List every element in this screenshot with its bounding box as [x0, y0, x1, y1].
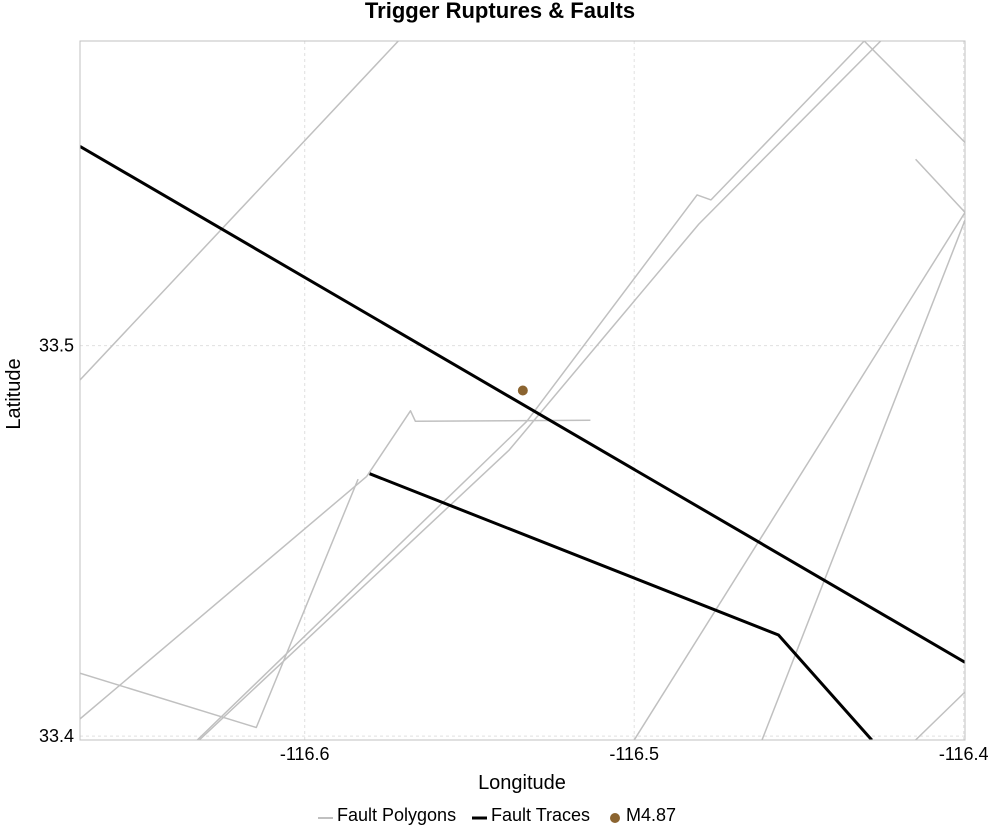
legend-swatch-event — [610, 813, 620, 823]
x-ticks: -116.6 -116.5 -116.4 — [280, 744, 989, 764]
fault-trace-line — [369, 472, 873, 740]
legend-label-fault-polygons: Fault Polygons — [337, 805, 456, 825]
fault-polygon-line — [863, 41, 965, 144]
legend-label-fault-traces: Fault Traces — [491, 805, 590, 825]
fault-polygon-line — [366, 410, 591, 477]
x-tick-label: -116.5 — [609, 744, 659, 764]
legend: Fault Polygons Fault Traces M4.87 — [318, 805, 676, 825]
fault-polygon-line — [80, 478, 359, 729]
fault-polygons-layer — [80, 41, 965, 740]
y-axis-label: Latitude — [3, 358, 25, 429]
grid — [80, 41, 965, 740]
fault-polygon-line — [915, 691, 965, 740]
event-points-layer — [517, 385, 528, 396]
y-tick-label: 33.4 — [39, 726, 74, 746]
y-tick-label: 33.5 — [39, 336, 74, 356]
fault-polygon-line — [915, 158, 965, 213]
x-axis-label: Longitude — [478, 772, 566, 794]
event-point — [517, 385, 528, 396]
x-tick-label: -116.6 — [280, 744, 330, 764]
fault-traces-layer — [80, 145, 965, 740]
plot-frame — [79, 40, 966, 741]
x-tick-label: -116.4 — [939, 744, 989, 764]
fault-polygon-line — [196, 41, 865, 740]
legend-label-event: M4.87 — [626, 805, 676, 825]
y-ticks: 33.4 33.5 — [39, 336, 74, 747]
chart-title: Trigger Ruptures & Faults — [365, 0, 635, 23]
fault-polygon-line — [761, 219, 965, 740]
fault-polygon-line — [198, 41, 882, 740]
fault-polygon-line — [80, 475, 368, 720]
fault-trace-line — [80, 145, 965, 664]
fault-polygon-line — [633, 212, 965, 740]
fault-polygon-line — [80, 41, 399, 381]
